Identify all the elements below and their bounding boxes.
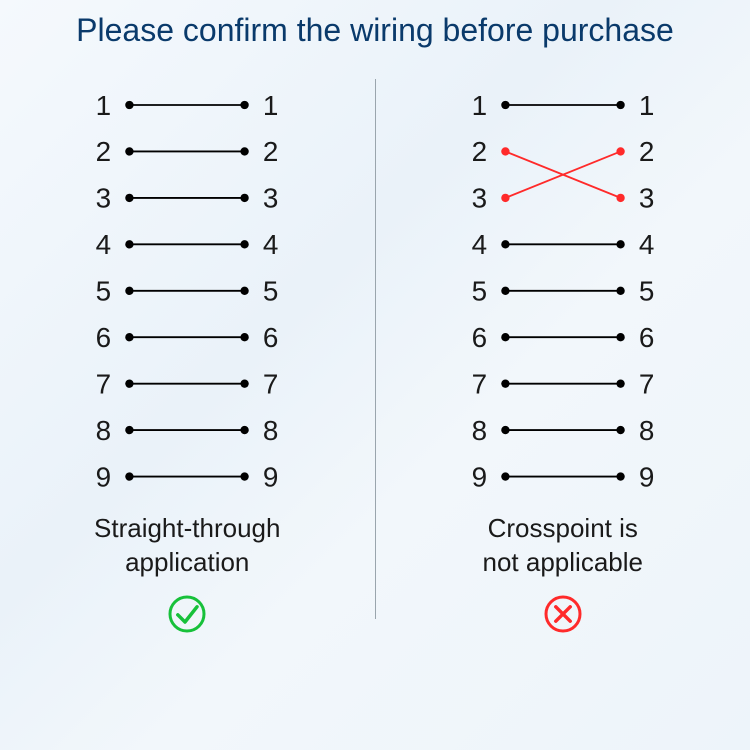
connection-dot [241,194,249,202]
pin-label: 2 [96,136,112,167]
connection-dot [125,101,133,109]
pin-label: 8 [263,415,279,446]
connection-dot [616,240,624,248]
connection-dot [501,101,509,109]
caption-line: application [125,547,249,577]
left-caption: Straight-through application [94,512,280,580]
connection-dot [125,287,133,295]
pin-label: 9 [263,461,279,492]
pin-label: 5 [96,276,112,307]
caption-line: Crosspoint is [488,513,638,543]
connection-dot [616,379,624,387]
pin-label: 8 [96,415,112,446]
connection-dot [125,194,133,202]
pin-label: 8 [639,415,655,446]
pin-label: 6 [471,322,487,353]
connection-dot [125,379,133,387]
pin-label: 3 [96,183,112,214]
pin-label: 2 [639,136,655,167]
connection-dot [241,101,249,109]
pin-label: 7 [471,368,487,399]
pin-label: 3 [639,183,655,214]
connection-dot [241,333,249,341]
pin-label: 9 [639,461,655,492]
pin-label: 7 [263,368,279,399]
pin-label: 4 [263,229,279,260]
connection-dot [125,472,133,480]
connection-dot [125,147,133,155]
connection-dot [616,194,624,202]
connection-dot [125,426,133,434]
pin-label: 8 [471,415,487,446]
connection-dot [501,379,509,387]
connection-dot [616,101,624,109]
pin-label: 5 [263,276,279,307]
pin-label: 6 [263,322,279,353]
page-title: Please confirm the wiring before purchas… [0,0,750,49]
pin-label: 1 [263,90,279,121]
connection-dot [241,426,249,434]
diagram-columns: 1 1 2 2 3 3 4 4 5 5 6 6 7 7 8 8 9 9 Straight-through appli… [0,79,750,639]
connection-dot [241,472,249,480]
connection-dot [616,426,624,434]
pin-label: 5 [639,276,655,307]
connection-dot [241,147,249,155]
cross-icon [543,594,583,639]
pin-label: 4 [639,229,655,260]
connection-dot [501,333,509,341]
pin-label: 3 [471,183,487,214]
pin-label: 7 [639,368,655,399]
pin-label: 2 [471,136,487,167]
pin-label: 2 [263,136,279,167]
caption-line: Straight-through [94,513,280,543]
connection-dot [501,240,509,248]
connection-dot [501,472,509,480]
connection-dot [616,333,624,341]
pin-label: 6 [639,322,655,353]
pin-label: 9 [471,461,487,492]
pin-label: 1 [471,90,487,121]
pin-label: 9 [96,461,112,492]
connection-dot [501,147,509,155]
pin-label: 1 [639,90,655,121]
connection-dot [501,426,509,434]
connection-dot [616,287,624,295]
connection-dot [241,379,249,387]
connection-dot [125,240,133,248]
connection-dot [125,333,133,341]
pin-label: 4 [96,229,112,260]
right-column: 1 1 2 2 3 3 4 4 5 5 6 6 7 7 8 8 9 9 Crosspoint is not appl… [376,79,750,639]
connection-dot [501,194,509,202]
connection-dot [501,287,509,295]
connection-dot [241,240,249,248]
left-column: 1 1 2 2 3 3 4 4 5 5 6 6 7 7 8 8 9 9 Straight-through appli… [0,79,375,639]
right-wiring-diagram: 1 1 2 2 3 3 4 4 5 5 6 6 7 7 8 8 9 9 [413,79,713,504]
left-wiring-diagram: 1 1 2 2 3 3 4 4 5 5 6 6 7 7 8 8 9 9 [37,79,337,504]
pin-label: 6 [96,322,112,353]
check-icon [167,594,207,639]
connection-dot [616,147,624,155]
pin-label: 4 [471,229,487,260]
pin-label: 5 [471,276,487,307]
connection-dot [616,472,624,480]
caption-line: not applicable [483,547,643,577]
right-caption: Crosspoint is not applicable [483,512,643,580]
pin-label: 3 [263,183,279,214]
connection-dot [241,287,249,295]
pin-label: 1 [96,90,112,121]
pin-label: 7 [96,368,112,399]
